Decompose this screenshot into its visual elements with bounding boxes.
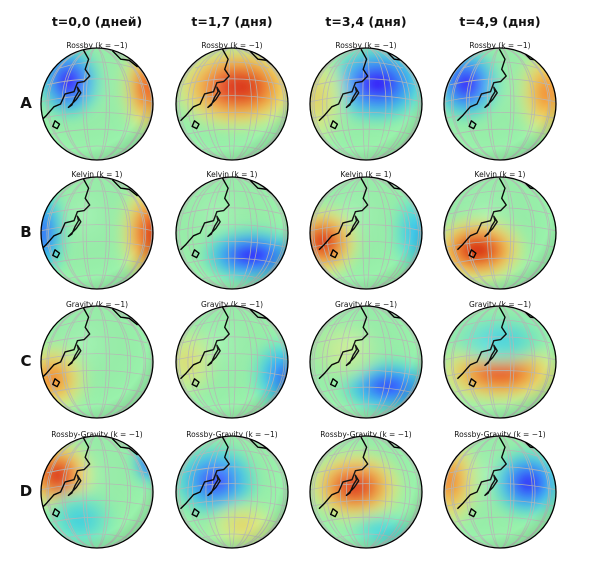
panel-title: Rossby (k = −1): [201, 41, 263, 50]
globe-panel: [40, 47, 154, 161]
globe-rim: [175, 305, 289, 419]
globe-rim: [443, 176, 557, 290]
row-label-d: D: [19, 482, 33, 500]
globe-rim: [40, 176, 154, 290]
globe-panel: [309, 176, 423, 290]
globe-rim: [175, 176, 289, 290]
globe-panel: [309, 305, 423, 419]
panel-title: Kelvin (k = 1): [71, 170, 123, 179]
column-title-1: t=0,0 (дней): [51, 14, 143, 29]
globe-panel: [175, 305, 289, 419]
globe-panel: [175, 176, 289, 290]
globe-rim: [309, 176, 423, 290]
globe-panel: [175, 47, 289, 161]
panel-title: Rossby-Gravity (k = −1): [454, 430, 546, 439]
globe-panel: [309, 47, 423, 161]
globe-rim: [40, 305, 154, 419]
globe-panel: [443, 176, 557, 290]
panel-title: Gravity (k = −1): [334, 300, 398, 309]
row-label-a: A: [20, 94, 32, 112]
panel-title: Kelvin (k = 1): [340, 170, 392, 179]
globe-panel: [40, 305, 154, 419]
column-title-3: t=3,4 (дня): [325, 14, 407, 29]
panel-title: Rossby-Gravity (k = −1): [186, 430, 278, 439]
globe-rim: [175, 47, 289, 161]
panel-title: Rossby (k = −1): [66, 41, 128, 50]
globe-rim: [175, 435, 289, 549]
globe-rim: [443, 47, 557, 161]
globe-panel: [175, 435, 289, 549]
panel-title: Rossby (k = −1): [469, 41, 531, 50]
panel-title: Gravity (k = −1): [65, 300, 129, 309]
globe-panel: [40, 435, 154, 549]
globe-panel: [443, 305, 557, 419]
globe-rim: [309, 435, 423, 549]
globe-panel: [309, 435, 423, 549]
column-title-4: t=4,9 (дня): [459, 14, 541, 29]
panel-title: Kelvin (k = 1): [206, 170, 258, 179]
globe-rim: [443, 305, 557, 419]
panel-title: Kelvin (k = 1): [474, 170, 526, 179]
panel-title: Rossby-Gravity (k = −1): [320, 430, 412, 439]
row-label-b: B: [20, 223, 32, 241]
globe-panel: [443, 47, 557, 161]
globe-rim: [309, 305, 423, 419]
globe-rim: [40, 435, 154, 549]
globe-rim: [40, 47, 154, 161]
globe-panel: [40, 176, 154, 290]
panel-title: Rossby-Gravity (k = −1): [51, 430, 143, 439]
column-title-2: t=1,7 (дня): [191, 14, 273, 29]
row-label-c: C: [20, 352, 32, 370]
panel-title: Gravity (k = −1): [200, 300, 264, 309]
panel-title: Rossby (k = −1): [335, 41, 397, 50]
globe-rim: [443, 435, 557, 549]
panel-title: Gravity (k = −1): [468, 300, 532, 309]
globe-rim: [309, 47, 423, 161]
globe-panel: [443, 435, 557, 549]
